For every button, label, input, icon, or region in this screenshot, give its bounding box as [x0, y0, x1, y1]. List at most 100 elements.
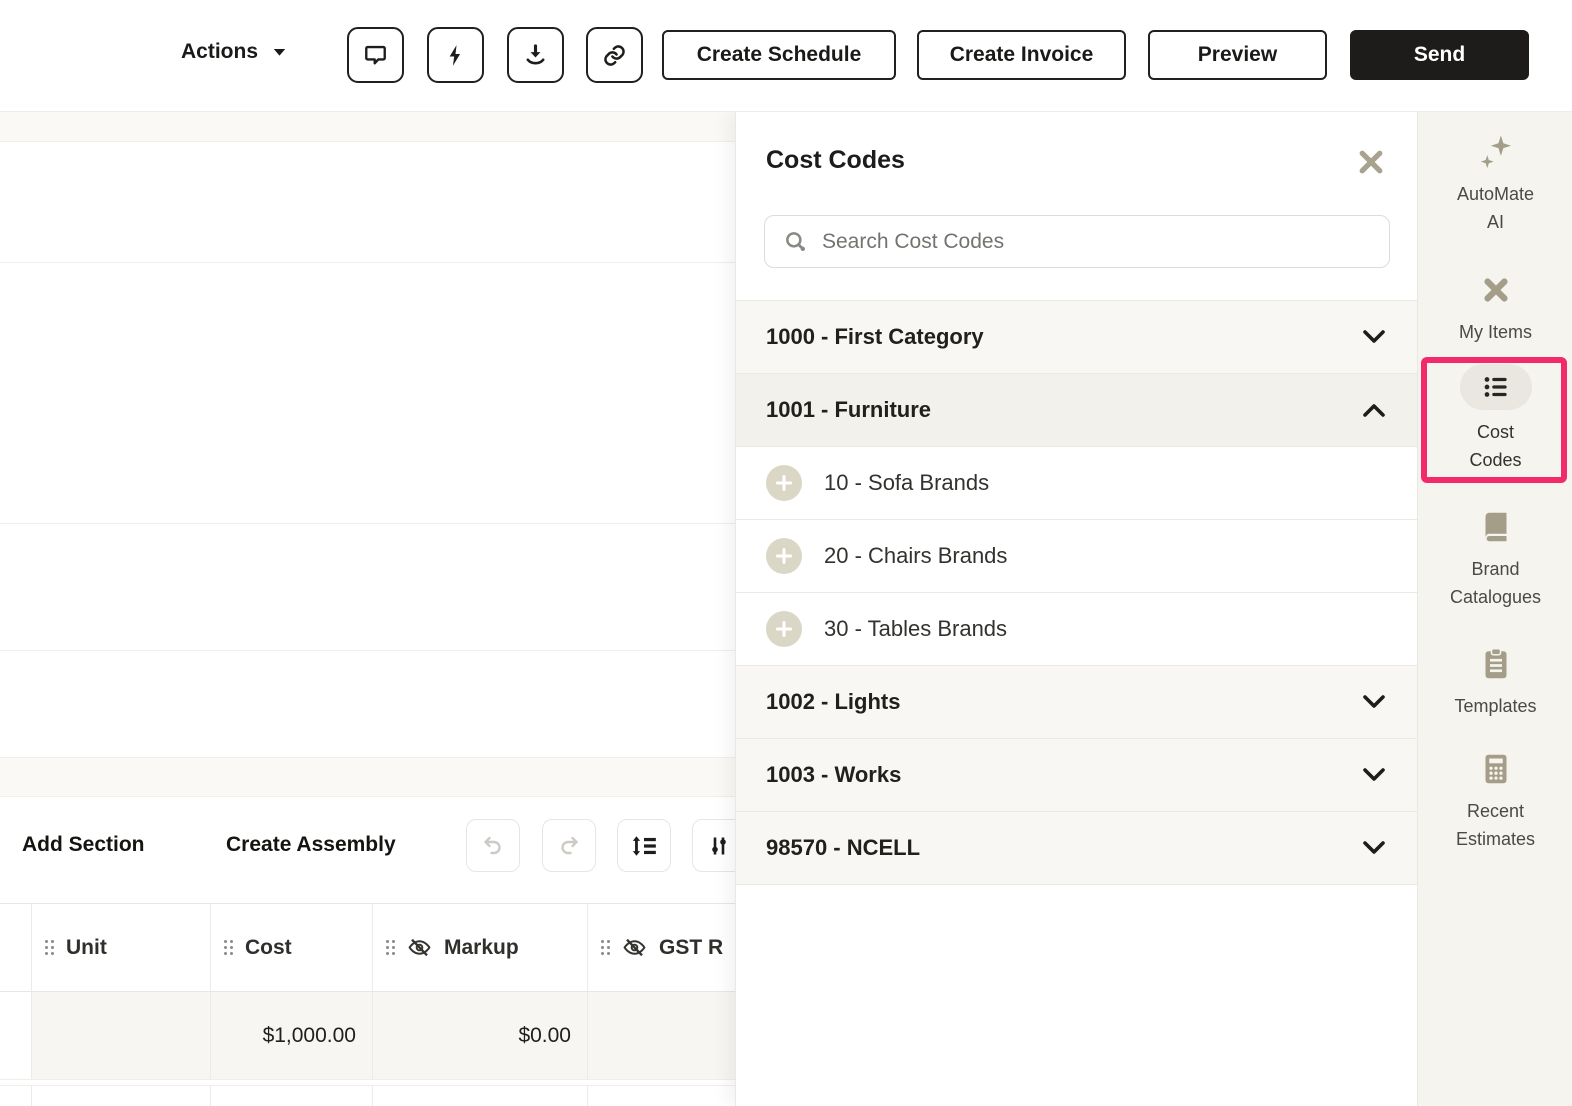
- add-section-button[interactable]: Add Section: [22, 831, 145, 859]
- category-label: 1001 - Furniture: [766, 397, 932, 422]
- sliders-icon: [712, 837, 726, 854]
- chevron-down-icon: [273, 49, 286, 56]
- eye-slash-icon[interactable]: [622, 935, 647, 960]
- calculator-icon: [1485, 754, 1506, 784]
- cost-code-row-20[interactable]: 20 - Chairs Brands: [736, 520, 1417, 593]
- estimate-sheet: Add Section Create Assembly: [0, 112, 735, 1106]
- undo-button[interactable]: [466, 819, 520, 872]
- add-section-label: Add Section: [22, 833, 145, 856]
- list-icon: [1484, 377, 1507, 397]
- category-row-98570[interactable]: 98570 - NCELL: [736, 812, 1417, 885]
- search-box: [764, 215, 1390, 268]
- column-header-cost[interactable]: Cost: [210, 904, 372, 991]
- chevron-up-icon[interactable]: [1359, 400, 1389, 420]
- plus-icon: [776, 475, 792, 491]
- sparkles-icon: [1480, 135, 1511, 169]
- cost-code-row-30[interactable]: 30 - Tables Brands: [736, 593, 1417, 666]
- unit-cell: [31, 1086, 210, 1106]
- sidebar-item-my-items[interactable]: My Items: [1418, 270, 1572, 346]
- table-row-partial[interactable]: [0, 1085, 735, 1106]
- actions-dropdown[interactable]: Actions: [181, 40, 287, 64]
- drag-handle-icon[interactable]: [45, 940, 54, 955]
- category-label: 1000 - First Category: [766, 324, 984, 349]
- chevron-down-icon[interactable]: [1359, 765, 1389, 785]
- column-header-markup[interactable]: Markup: [372, 904, 587, 991]
- download-button[interactable]: [507, 27, 564, 83]
- sidebar-label-line: Templates: [1454, 696, 1537, 716]
- crossed-tools-icon: [1483, 278, 1508, 302]
- row-height-button[interactable]: [617, 819, 671, 872]
- redo-button[interactable]: [542, 819, 596, 872]
- sidebar-item-recent-estimates[interactable]: Recent Estimates: [1418, 749, 1572, 853]
- add-cost-code-button[interactable]: [766, 465, 802, 501]
- drag-handle-icon[interactable]: [601, 940, 610, 955]
- drag-handle-icon[interactable]: [386, 940, 395, 955]
- close-icon: [1359, 150, 1383, 174]
- row-handle-cell: [0, 992, 31, 1079]
- add-cost-code-button[interactable]: [766, 538, 802, 574]
- sidebar-item-cost-codes[interactable]: Cost Codes: [1418, 364, 1572, 474]
- close-panel-button[interactable]: [1355, 146, 1387, 178]
- right-sidebar: AutoMate AI My Items: [1417, 112, 1572, 1106]
- chevron-down-icon[interactable]: [1359, 327, 1389, 347]
- sheet-divider: [0, 523, 735, 524]
- download-icon: [526, 43, 545, 64]
- plus-icon: [776, 621, 792, 637]
- sidebar-label-line: My Items: [1458, 322, 1532, 342]
- send-button[interactable]: Send: [1350, 30, 1529, 80]
- book-icon: [1485, 512, 1506, 542]
- create-invoice-label: Create Invoice: [949, 43, 1094, 66]
- column-header-unit[interactable]: Unit: [31, 904, 210, 991]
- undo-icon: [484, 836, 501, 854]
- category-row-1000[interactable]: 1000 - First Category: [736, 301, 1417, 374]
- create-schedule-button[interactable]: Create Schedule: [662, 30, 896, 80]
- cost-code-row-10[interactable]: 10 - Sofa Brands: [736, 447, 1417, 520]
- cost-cell[interactable]: $1,000.00: [210, 992, 372, 1079]
- sidebar-label-line: AutoMate: [1456, 184, 1535, 204]
- add-cost-code-button[interactable]: [766, 611, 802, 647]
- category-row-1002[interactable]: 1002 - Lights: [736, 666, 1417, 739]
- category-label: 1002 - Lights: [766, 689, 901, 714]
- cost-codes-panel: Cost Codes 1000 - First Category 1001 - …: [735, 112, 1417, 1106]
- create-assembly-button[interactable]: Create Assembly: [226, 831, 396, 859]
- gst-cell[interactable]: [587, 992, 735, 1079]
- sidebar-item-brand-catalogues[interactable]: Brand Catalogues: [1418, 507, 1572, 611]
- sidebar-label-line: Catalogues: [1449, 587, 1542, 607]
- unit-cell[interactable]: [31, 992, 210, 1079]
- cost-code-label: 20 - Chairs Brands: [824, 543, 1008, 568]
- chevron-down-icon[interactable]: [1359, 838, 1389, 858]
- cost-cell: [210, 1086, 372, 1106]
- preview-button[interactable]: Preview: [1148, 30, 1327, 80]
- markup-cell[interactable]: $0.00: [372, 992, 587, 1079]
- clipboard-icon: [1485, 647, 1506, 679]
- category-row-1001[interactable]: 1001 - Furniture: [736, 374, 1417, 447]
- create-invoice-button[interactable]: Create Invoice: [917, 30, 1126, 80]
- chevron-down-icon[interactable]: [1359, 692, 1389, 712]
- quick-actions-button[interactable]: [427, 27, 484, 83]
- cost-code-label: 10 - Sofa Brands: [824, 470, 990, 495]
- lightning-icon: [449, 44, 461, 66]
- gst-cell: [587, 1086, 735, 1106]
- comment-button[interactable]: [347, 27, 404, 83]
- search-input[interactable]: [822, 229, 1389, 254]
- filters-button[interactable]: [692, 819, 735, 872]
- category-label: 1003 - Works: [766, 762, 902, 787]
- sidebar-label-line: Codes: [1469, 450, 1522, 470]
- link-icon: [604, 44, 625, 66]
- sidebar-item-templates[interactable]: Templates: [1418, 644, 1572, 720]
- category-row-1003[interactable]: 1003 - Works: [736, 739, 1417, 812]
- row-height-icon: [632, 835, 656, 856]
- link-button[interactable]: [586, 27, 643, 83]
- sidebar-item-automate-ai[interactable]: AutoMate AI: [1418, 132, 1572, 236]
- sidebar-label-line: AI: [1486, 212, 1504, 232]
- table-row[interactable]: $1,000.00 $0.00: [0, 992, 735, 1080]
- column-label: Markup: [444, 935, 519, 959]
- actions-label: Actions: [181, 40, 259, 63]
- comment-icon: [365, 45, 386, 64]
- sheet-header-strip: [0, 112, 735, 142]
- eye-slash-icon[interactable]: [407, 935, 432, 960]
- drag-handle-icon[interactable]: [224, 940, 233, 955]
- column-header-gst[interactable]: GST R: [587, 904, 735, 991]
- create-schedule-label: Create Schedule: [696, 43, 862, 66]
